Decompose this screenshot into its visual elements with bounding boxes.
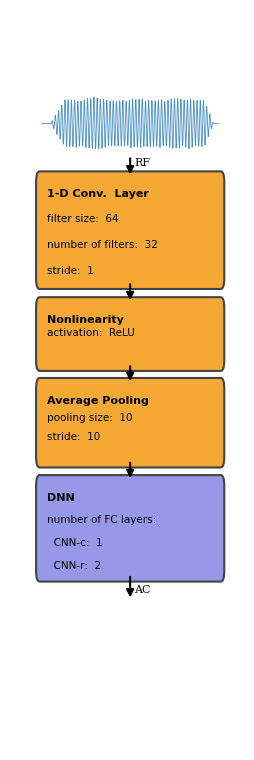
Text: filter size:  64: filter size: 64 [47,214,119,223]
Text: activation:  ReLU: activation: ReLU [47,328,135,338]
Text: RF: RF [134,159,150,169]
Text: AC: AC [134,584,151,595]
Text: stride:  10: stride: 10 [47,432,101,442]
Text: Nonlinearity: Nonlinearity [47,315,124,325]
FancyBboxPatch shape [36,171,224,289]
Text: DNN: DNN [47,492,75,502]
FancyBboxPatch shape [36,297,224,371]
Text: CNN-c:  1: CNN-c: 1 [47,537,103,548]
Text: number of FC layers:: number of FC layers: [47,515,157,524]
Text: Average Pooling: Average Pooling [47,395,149,406]
Text: stride:  1: stride: 1 [47,266,94,276]
Text: number of filters:  32: number of filters: 32 [47,239,158,250]
Text: pooling size:  10: pooling size: 10 [47,413,133,423]
FancyBboxPatch shape [36,475,224,581]
FancyBboxPatch shape [36,378,224,467]
Text: 1-D Conv.  Layer: 1-D Conv. Layer [47,189,149,199]
Text: CNN-r:  2: CNN-r: 2 [47,561,102,571]
